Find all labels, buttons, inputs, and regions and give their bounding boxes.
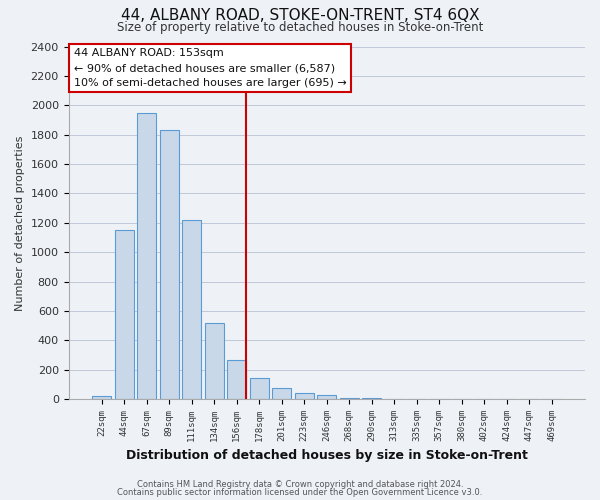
Bar: [272, 388, 291, 399]
Bar: [160, 130, 179, 399]
Text: Contains public sector information licensed under the Open Government Licence v3: Contains public sector information licen…: [118, 488, 482, 497]
Bar: [295, 392, 314, 399]
Bar: [182, 220, 201, 399]
Bar: [317, 395, 337, 399]
Bar: [137, 112, 156, 399]
Text: Contains HM Land Registry data © Crown copyright and database right 2024.: Contains HM Land Registry data © Crown c…: [137, 480, 463, 489]
Y-axis label: Number of detached properties: Number of detached properties: [15, 135, 25, 310]
Bar: [227, 360, 246, 399]
Bar: [340, 398, 359, 399]
Bar: [115, 230, 134, 399]
Bar: [250, 378, 269, 399]
X-axis label: Distribution of detached houses by size in Stoke-on-Trent: Distribution of detached houses by size …: [126, 450, 528, 462]
Text: 44 ALBANY ROAD: 153sqm
← 90% of detached houses are smaller (6,587)
10% of semi-: 44 ALBANY ROAD: 153sqm ← 90% of detached…: [74, 48, 346, 88]
Text: 44, ALBANY ROAD, STOKE-ON-TRENT, ST4 6QX: 44, ALBANY ROAD, STOKE-ON-TRENT, ST4 6QX: [121, 8, 479, 22]
Bar: [362, 398, 382, 399]
Bar: [92, 396, 111, 399]
Text: Size of property relative to detached houses in Stoke-on-Trent: Size of property relative to detached ho…: [117, 21, 483, 34]
Bar: [205, 323, 224, 399]
